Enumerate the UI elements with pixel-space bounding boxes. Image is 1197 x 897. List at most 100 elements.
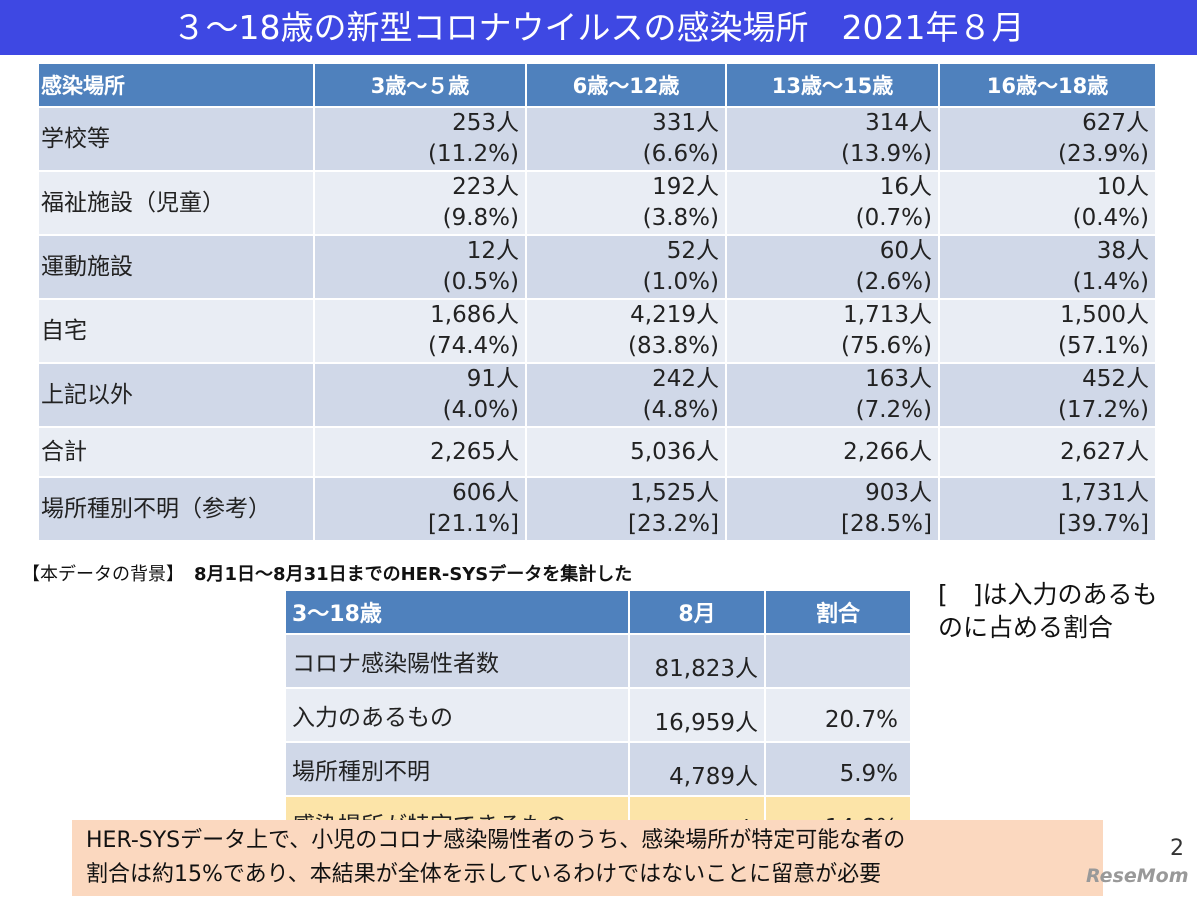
bracket-note-line: [ ]は入力のあるも: [938, 580, 1158, 609]
summary-table: 3～18歳 8月 割合 コロナ感染陽性者数 81,823人 入力のあるもの 16,95…: [284, 589, 912, 851]
percent: [28.5%]: [840, 511, 932, 537]
category: 入力のあるもの: [284, 687, 630, 743]
count: 38人: [1096, 238, 1149, 264]
category: 場所種別不明: [284, 741, 630, 797]
value-cell: 10人 (0.4%): [938, 170, 1157, 236]
caution-line: 割合は約15%であり、本結果が全体を示しているわけではないことに留意が必要: [86, 862, 882, 887]
table-row: 福祉施設（児童） 223人 (9.8%) 192人 (3.8%) 16人 (0.7%) 10人…: [37, 170, 1157, 236]
location-label: 福祉施設（児童）: [37, 170, 315, 236]
percent: (0.7%): [855, 205, 932, 231]
count: 903人: [865, 480, 932, 506]
count: 314人: [865, 110, 932, 136]
percent: (1.0%): [642, 269, 719, 295]
bracket-note: [ ]は入力のあるも のに占める割合: [938, 578, 1158, 644]
count: 91人: [466, 366, 519, 392]
value-cell: 2,265人: [313, 426, 527, 478]
count: 1,731人: [1060, 480, 1149, 506]
table-row: 運動施設 12人 (0.5%) 52人 (1.0%) 60人 (2.6%) 38人 (1.4%): [37, 234, 1157, 300]
count: 1,500人: [1060, 302, 1149, 328]
percent: (57.1%): [1057, 333, 1149, 359]
value-cell: 314人 (13.9%): [725, 106, 940, 172]
value-cell: 452人 (17.2%): [938, 362, 1157, 428]
table-row: 場所種別不明 4,789人 5.9%: [284, 741, 912, 797]
percent: (6.6%): [642, 141, 719, 167]
count: 4,789人: [628, 741, 766, 797]
percent: (7.2%): [855, 397, 932, 423]
infection-location-table: 感染場所 3歳～５歳 6歳～12歳 13歳～15歳 16歳～18歳 学校等 253…: [37, 62, 1157, 542]
count: 5,036人: [630, 438, 719, 465]
value-cell: 16人 (0.7%): [725, 170, 940, 236]
table-row: 場所種別不明（参考） 606人 [21.1%] 1,525人 [23.2%] 903人 [2…: [37, 476, 1157, 542]
location-label: 合計: [37, 426, 315, 478]
count: 2,265人: [430, 438, 519, 465]
value-cell: 2,627人: [938, 426, 1157, 478]
percent: (3.8%): [642, 205, 719, 231]
location-label: 学校等: [37, 106, 315, 172]
value-cell: 5,036人: [525, 426, 727, 478]
value-cell: 52人 (1.0%): [525, 234, 727, 300]
value-cell: 242人 (4.8%): [525, 362, 727, 428]
bracket-note-line: のに占める割合: [938, 613, 1114, 642]
count: 60人: [879, 238, 932, 264]
value-cell: 627人 (23.9%): [938, 106, 1157, 172]
slide-title: ３～18歳の新型コロナウイルスの感染場所 2021年８月: [0, 0, 1197, 55]
count: 452人: [1082, 366, 1149, 392]
count: 81,823人: [628, 633, 766, 689]
percent: (0.4%): [1072, 205, 1149, 231]
ratio: 20.7%: [764, 687, 912, 743]
percent: (1.4%): [1072, 269, 1149, 295]
ratio: 5.9%: [764, 741, 912, 797]
percent: (13.9%): [840, 141, 932, 167]
percent: [21.1%]: [427, 511, 519, 537]
value-cell: 192人 (3.8%): [525, 170, 727, 236]
value-cell: 1,686人 (74.4%): [313, 298, 527, 364]
value-cell: 1,525人 [23.2%]: [525, 476, 727, 542]
count: 627人: [1082, 110, 1149, 136]
count: 1,525人: [630, 480, 719, 506]
value-cell: 223人 (9.8%): [313, 170, 527, 236]
count: 242人: [652, 366, 719, 392]
table-row: 自宅 1,686人 (74.4%) 4,219人 (83.8%) 1,713人 (75.6%…: [37, 298, 1157, 364]
percent: [39.7%]: [1057, 511, 1149, 537]
table-header-row: 3～18歳 8月 割合: [284, 589, 912, 635]
percent: (2.6%): [855, 269, 932, 295]
count: 4,219人: [630, 302, 719, 328]
value-cell: 12人 (0.5%): [313, 234, 527, 300]
header-cell: 3～18歳: [284, 589, 630, 635]
header-cell: 感染場所: [37, 62, 315, 108]
table-row: 上記以外 91人 (4.0%) 242人 (4.8%) 163人 (7.2%) 452人 (17…: [37, 362, 1157, 428]
resemom-logo: ReseMom: [1086, 865, 1189, 887]
value-cell: 163人 (7.2%): [725, 362, 940, 428]
location-label: 自宅: [37, 298, 315, 364]
header-cell: 3歳～５歳: [313, 62, 527, 108]
value-cell: 331人 (6.6%): [525, 106, 727, 172]
header-cell: 13歳～15歳: [725, 62, 940, 108]
count: 12人: [466, 238, 519, 264]
header-cell: 8月: [628, 589, 766, 635]
caution-box: HER-SYSデータ上で、小児のコロナ感染陽性者のうち、感染場所が特定可能な者の…: [72, 820, 1103, 896]
value-cell: 253人 (11.2%): [313, 106, 527, 172]
table-row: 入力のあるもの 16,959人 20.7%: [284, 687, 912, 743]
value-cell: 60人 (2.6%): [725, 234, 940, 300]
table-row: コロナ感染陽性者数 81,823人: [284, 633, 912, 689]
percent: [23.2%]: [627, 511, 719, 537]
background-note: 【本データの背景】 8月1日～8月31日までのHER-SYSデータを集計した: [22, 560, 632, 586]
percent: (0.5%): [442, 269, 519, 295]
count: 2,266人: [843, 438, 932, 465]
percent: (9.8%): [442, 205, 519, 231]
count: 52人: [666, 238, 719, 264]
header-cell: 6歳～12歳: [525, 62, 727, 108]
count: 2,627人: [1060, 438, 1149, 465]
count: 253人: [452, 110, 519, 136]
count: 223人: [452, 174, 519, 200]
value-cell: 38人 (1.4%): [938, 234, 1157, 300]
percent: (4.8%): [642, 397, 719, 423]
count: 192人: [652, 174, 719, 200]
ratio: [764, 633, 912, 689]
value-cell: 606人 [21.1%]: [313, 476, 527, 542]
count: 1,713人: [843, 302, 932, 328]
value-cell: 4,219人 (83.8%): [525, 298, 727, 364]
count: 16,959人: [628, 687, 766, 743]
location-label: 上記以外: [37, 362, 315, 428]
location-label: 運動施設: [37, 234, 315, 300]
